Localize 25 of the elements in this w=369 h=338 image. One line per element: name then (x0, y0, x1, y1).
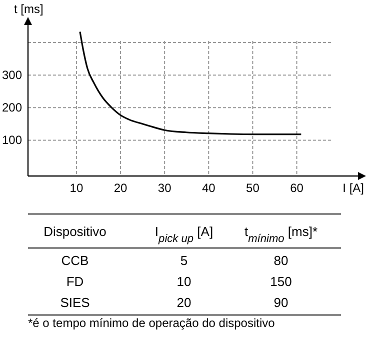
x-tick-label: 40 (202, 181, 216, 195)
x-tick-label: 30 (158, 181, 172, 195)
y-tick-label: 300 (2, 68, 22, 82)
text: SIES (60, 295, 90, 310)
x-tick-label: 60 (290, 181, 304, 195)
y-tick-label: 100 (2, 133, 22, 148)
y-tick-label: 200 (2, 100, 22, 115)
text: 150 (270, 274, 292, 289)
text: 10 (176, 274, 192, 289)
text: FD (66, 274, 84, 289)
text: t$_{mínimo}$ [ms]* (244, 224, 318, 245)
text: *é o tempo mínimo de operação do dispositivo (28, 316, 276, 330)
x-tick-label: 20 (114, 181, 128, 195)
text: Dispositivo (44, 224, 106, 239)
y-axis-title: t [ms] (14, 2, 44, 16)
x-axis-title: I [A] (342, 181, 364, 195)
text: I$_{pick up}$ [A] (154, 224, 214, 245)
x-tick-label: 50 (246, 181, 260, 195)
line-series (79, 30, 302, 136)
text: 20 (176, 295, 192, 310)
x-tick-label: 10 (70, 181, 84, 195)
text: CCB (61, 253, 89, 268)
text: 80 (274, 253, 288, 268)
text: 90 (274, 295, 288, 310)
text: 5 (180, 253, 188, 268)
